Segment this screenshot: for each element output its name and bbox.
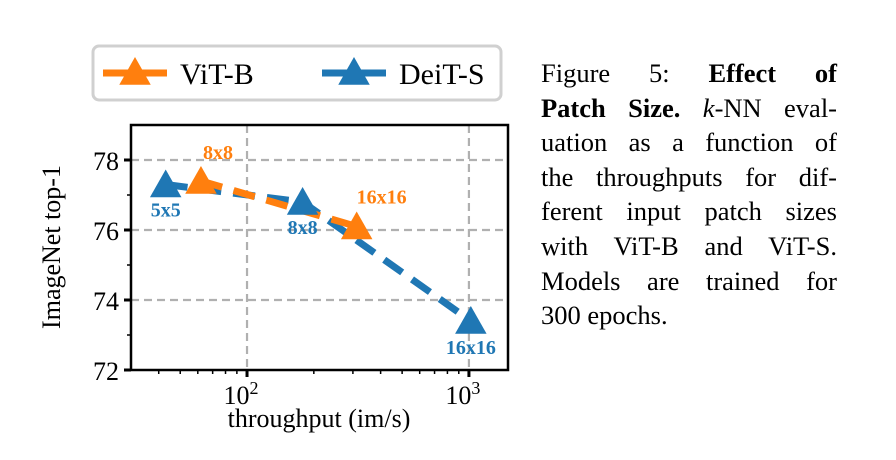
caption-line: Models are trained for: [541, 265, 837, 296]
point-label: 5x5: [151, 200, 181, 222]
point-labels: 8x8 16x16 5x5 8x8 16x16: [151, 142, 496, 359]
marker-vit-b: [340, 211, 373, 240]
series-markers: [149, 166, 487, 334]
x-tick-label: 103: [445, 378, 480, 410]
caption-line: ferent input patch sizes: [541, 196, 837, 227]
marker-vit-b: [185, 166, 217, 194]
y-tick-label: 74: [93, 287, 119, 316]
axes: [124, 123, 510, 377]
figure-caption: Figure 5: Effect of Patch Size. k-NN eval…: [541, 56, 837, 333]
marker-deit-s: [286, 187, 319, 215]
caption-line: Patch Size. k-NN eval-: [541, 92, 838, 123]
caption-line: with ViT-B and ViT-S.: [541, 230, 837, 261]
caption-line: the throughputs for dif-: [541, 161, 837, 192]
point-label: 16x16: [446, 337, 496, 359]
legend-marker: [119, 57, 151, 85]
tick-labels: 72 74 76 78 102 103: [93, 147, 480, 410]
marker-deit-s: [455, 306, 487, 334]
series-line-vit-b: [199, 177, 358, 230]
point-label: 8x8: [288, 217, 318, 239]
point-label: 8x8: [203, 142, 233, 164]
y-axis-label: ImageNet top-1: [37, 165, 66, 329]
legend-box: [91, 44, 503, 102]
caption-line: uation as a function of: [541, 127, 837, 158]
grid: [131, 125, 508, 370]
caption-line: Figure 5: Effect of: [541, 58, 837, 88]
caption-line: 300 epochs.: [541, 300, 668, 331]
legend: ViT-B DeiT-S: [91, 44, 503, 102]
x-axis-label: throughput (im/s): [228, 404, 411, 433]
y-tick-label: 78: [93, 147, 119, 176]
legend-label: DeiT-S: [399, 58, 485, 91]
legend-label: ViT-B: [180, 58, 254, 91]
point-label: 16x16: [357, 187, 407, 209]
y-tick-label: 72: [93, 357, 119, 386]
y-tick-label: 76: [93, 217, 119, 246]
x-tick-label: 102: [224, 378, 259, 410]
legend-marker: [338, 57, 370, 85]
plot-frame: [129, 123, 510, 372]
marker-deit-s: [149, 169, 182, 198]
chart: 8x8 16x16 5x5 8x8 16x16 72 74 76 78 102 103 throu…: [37, 44, 510, 433]
